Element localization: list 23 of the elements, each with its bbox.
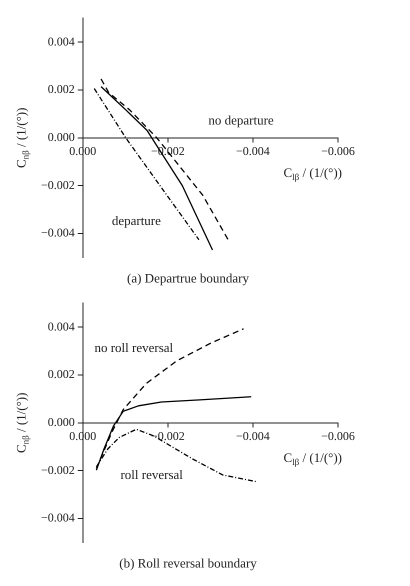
y-tick-label: −0.002 bbox=[40, 178, 75, 192]
x-tick-label: −0.002 bbox=[150, 429, 185, 444]
x-tick-label: −0.004 bbox=[236, 429, 270, 444]
annotation: departure bbox=[112, 212, 162, 228]
annotation: roll reversal bbox=[120, 466, 184, 482]
y-tick-label: 0.000 bbox=[48, 130, 75, 144]
y-axis-title: Cnβ / (1/(°)) bbox=[13, 392, 30, 454]
x-tick-label: −0.006 bbox=[321, 429, 355, 444]
y-tick-label: 0.004 bbox=[48, 319, 75, 334]
y-axis-title: Cnβ / (1/(°)) bbox=[13, 108, 30, 168]
x-tick-label: −0.006 bbox=[321, 144, 355, 158]
y-tick-label: −0.002 bbox=[40, 462, 75, 477]
y-tick-label: 0.000 bbox=[48, 414, 75, 429]
y-tick-label: −0.004 bbox=[40, 510, 75, 525]
text: (a) Departrue boundary bbox=[127, 270, 250, 286]
y-tick-label: 0.002 bbox=[48, 367, 75, 382]
text: (b) Roll reversal boundary bbox=[119, 556, 258, 571]
y-tick-label: −0.004 bbox=[40, 226, 75, 240]
y-tick-label: 0.002 bbox=[48, 82, 75, 96]
annotation: no departure bbox=[208, 112, 274, 128]
x-tick-label: −0.004 bbox=[236, 144, 270, 158]
y-tick-label: 0.004 bbox=[48, 34, 75, 48]
annotation: no roll reversal bbox=[94, 340, 174, 356]
